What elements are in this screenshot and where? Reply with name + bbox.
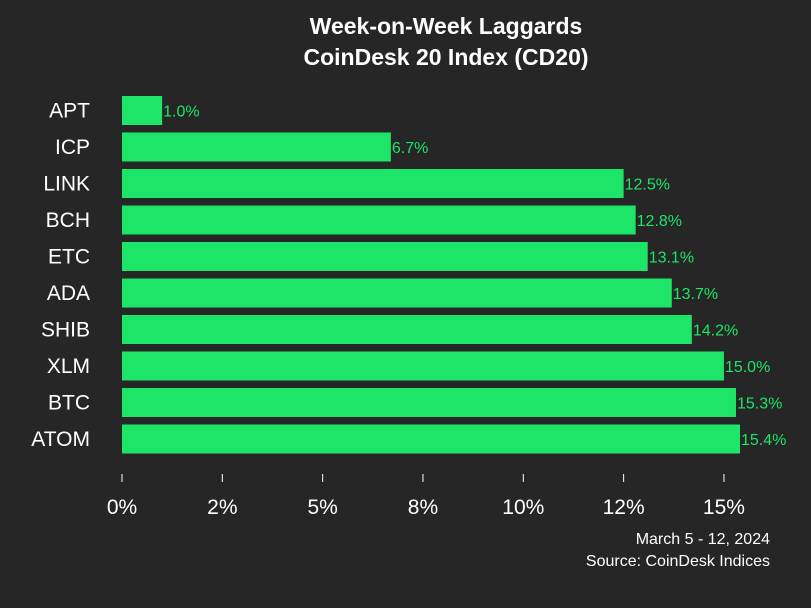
value-label-apt: 1.0% bbox=[163, 104, 199, 121]
bar-apt bbox=[122, 96, 163, 125]
bar-atom bbox=[122, 424, 740, 454]
bar-shib bbox=[122, 315, 692, 344]
bars-group bbox=[122, 96, 740, 454]
value-label-bch: 12.8% bbox=[637, 213, 682, 230]
category-label-shib: SHIB bbox=[41, 319, 90, 342]
value-label-icp: 6.7% bbox=[392, 140, 428, 157]
x-tick-label: 2% bbox=[207, 496, 237, 519]
value-label-ada: 13.7% bbox=[673, 286, 718, 303]
category-label-btc: BTC bbox=[48, 392, 90, 415]
x-tick-label: 8% bbox=[408, 496, 438, 519]
bar-icp bbox=[122, 132, 391, 162]
value-label-atom: 15.4% bbox=[741, 432, 786, 449]
category-label-icp: ICP bbox=[55, 136, 90, 159]
x-axis: 0% 2% 5% 8% 10% 12% 15% bbox=[107, 474, 745, 519]
category-label-etc: ETC bbox=[48, 246, 90, 269]
x-tick-label: 12% bbox=[603, 496, 645, 519]
bar-xlm bbox=[122, 351, 724, 381]
chart-subtitle: CoinDesk 20 Index (CD20) bbox=[303, 44, 588, 70]
bar-btc bbox=[122, 388, 736, 417]
chart-title: Week-on-Week Laggards bbox=[310, 13, 583, 39]
x-tick-label: 0% bbox=[107, 496, 137, 519]
bar-ada bbox=[122, 278, 672, 308]
value-labels: 1.0% 6.7% 12.5% 12.8% 13.1% 13.7% 14.2% 15.0% 15… bbox=[163, 104, 786, 450]
category-label-atom: ATOM bbox=[31, 428, 90, 451]
footer-source: Source: CoinDesk Indices bbox=[586, 553, 770, 570]
value-label-etc: 13.1% bbox=[649, 250, 694, 267]
bar-link bbox=[122, 169, 624, 198]
category-label-link: LINK bbox=[43, 173, 90, 196]
category-label-apt: APT bbox=[49, 100, 90, 123]
bar-bch bbox=[122, 205, 636, 235]
bar-etc bbox=[122, 242, 648, 271]
category-label-ada: ADA bbox=[47, 282, 90, 305]
category-label-xlm: XLM bbox=[47, 355, 90, 378]
footer-date-range: March 5 - 12, 2024 bbox=[636, 531, 770, 548]
x-tick-label: 15% bbox=[703, 496, 745, 519]
x-tick-label: 5% bbox=[307, 496, 337, 519]
value-label-btc: 15.3% bbox=[737, 396, 782, 413]
value-label-xlm: 15.0% bbox=[725, 359, 770, 376]
category-label-bch: BCH bbox=[46, 209, 90, 232]
value-label-link: 12.5% bbox=[625, 177, 670, 194]
x-tick-label: 10% bbox=[502, 496, 544, 519]
value-label-shib: 14.2% bbox=[693, 323, 738, 340]
category-labels: APT ICP LINK BCH ETC ADA SHIB XLM BTC ATOM bbox=[31, 100, 90, 452]
